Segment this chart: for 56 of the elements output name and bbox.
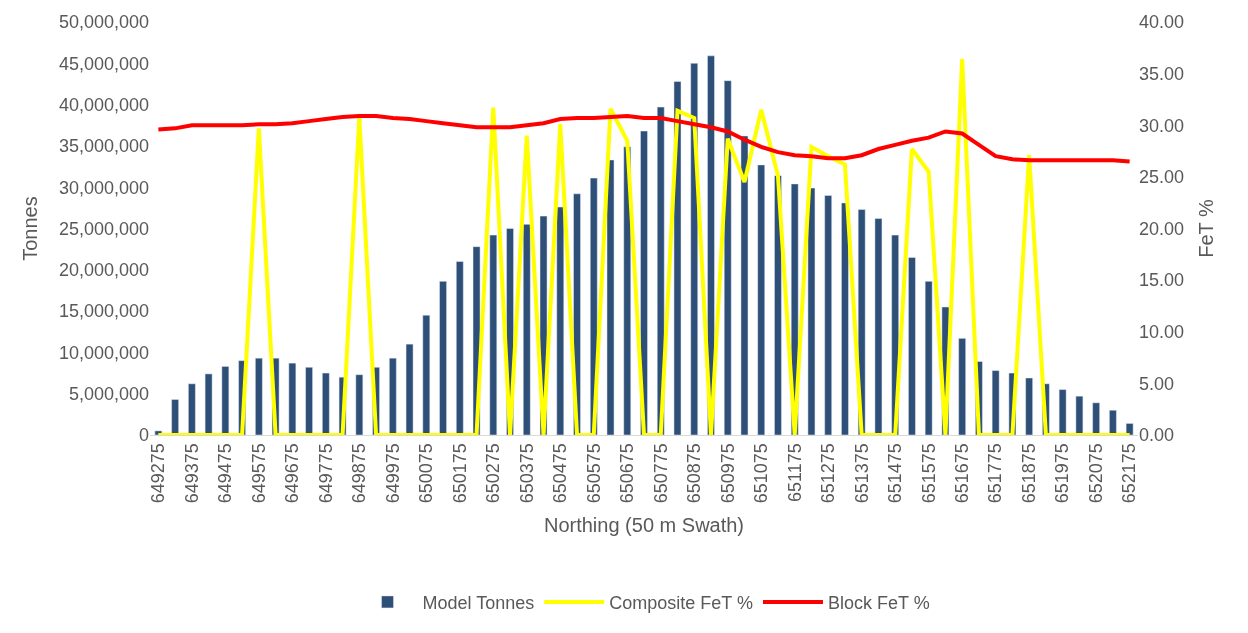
legend-label: Composite FeT % <box>609 592 753 613</box>
y2-axis-title: FeT % <box>1194 199 1217 258</box>
y-tick-label: 40,000,000 <box>58 94 149 115</box>
x-tick-label: 650075 <box>416 443 437 504</box>
x-axis-title: Northing (50 m Swath) <box>543 513 745 536</box>
y-tick-label: 50,000,000 <box>58 12 149 33</box>
y2-tick-label: 25.00 <box>1139 167 1185 188</box>
x-tick-label: 651675 <box>952 443 973 504</box>
x-tick-label: 650475 <box>550 443 571 504</box>
x-tick-label: 649575 <box>248 443 269 504</box>
x-tick-label: 649875 <box>349 443 370 504</box>
x-tick-label: 650975 <box>717 443 738 504</box>
x-tick-label: 649475 <box>215 443 236 504</box>
y2-tick-label: 40.00 <box>1139 12 1185 33</box>
y-tick-label: 20,000,000 <box>58 260 149 281</box>
y-tick-label: 0 <box>138 425 149 446</box>
x-tick-label: 650375 <box>516 443 537 504</box>
x-tick-label: 650175 <box>449 443 470 504</box>
x-tick-label: 650775 <box>650 443 671 504</box>
x-tick-label: 651875 <box>1019 443 1039 504</box>
x-tick-label: 652075 <box>1085 443 1106 504</box>
y2-tick-label: 35.00 <box>1139 63 1185 84</box>
y2-tick-label: 15.00 <box>1139 270 1185 291</box>
x-tick-label: 651375 <box>851 443 872 504</box>
x-tick-label: 651775 <box>985 443 1006 504</box>
y2-tick-label: 10.00 <box>1139 322 1185 343</box>
x-tick-label: 649675 <box>282 443 303 504</box>
y2-tick-label: 5.00 <box>1139 373 1175 394</box>
x-tick-label: 649275 <box>148 443 169 504</box>
legend-label: Block FeT % <box>827 592 930 613</box>
x-tick-label: 651475 <box>885 443 906 504</box>
y-tick-label: 5,000,000 <box>68 384 149 404</box>
x-tick-label: 649775 <box>315 443 336 504</box>
y2-tick-label: 30.00 <box>1139 115 1185 136</box>
x-tick-label: 651975 <box>1052 443 1073 504</box>
y-tick-label: 15,000,000 <box>58 301 149 322</box>
y-tick-label: 25,000,000 <box>58 218 149 239</box>
y2-tick-label: 0.00 <box>1139 425 1175 446</box>
y-axis-title: Tonnes <box>19 196 42 261</box>
y-tick-label: 35,000,000 <box>58 136 149 157</box>
x-tick-label: 651275 <box>818 443 839 504</box>
x-tick-label: 649375 <box>181 443 202 504</box>
x-tick-label: 650575 <box>583 443 604 504</box>
y2-tick-label: 20.00 <box>1139 218 1185 239</box>
x-tick-label: 652175 <box>1119 443 1140 504</box>
x-tick-label: 651175 <box>784 443 805 502</box>
x-tick-label: 649975 <box>382 443 403 504</box>
x-tick-label: 651075 <box>751 443 772 504</box>
x-tick-label: 650875 <box>684 443 705 504</box>
legend-label: Model Tonnes <box>422 592 535 613</box>
x-tick-label: 650275 <box>483 443 504 504</box>
x-tick-label: 651575 <box>918 443 939 504</box>
x-tick-label: 650675 <box>617 443 638 504</box>
y-tick-label: 10,000,000 <box>58 342 149 363</box>
y-tick-label: 45,000,000 <box>58 53 149 74</box>
y-tick-label: 30,000,000 <box>58 177 149 198</box>
